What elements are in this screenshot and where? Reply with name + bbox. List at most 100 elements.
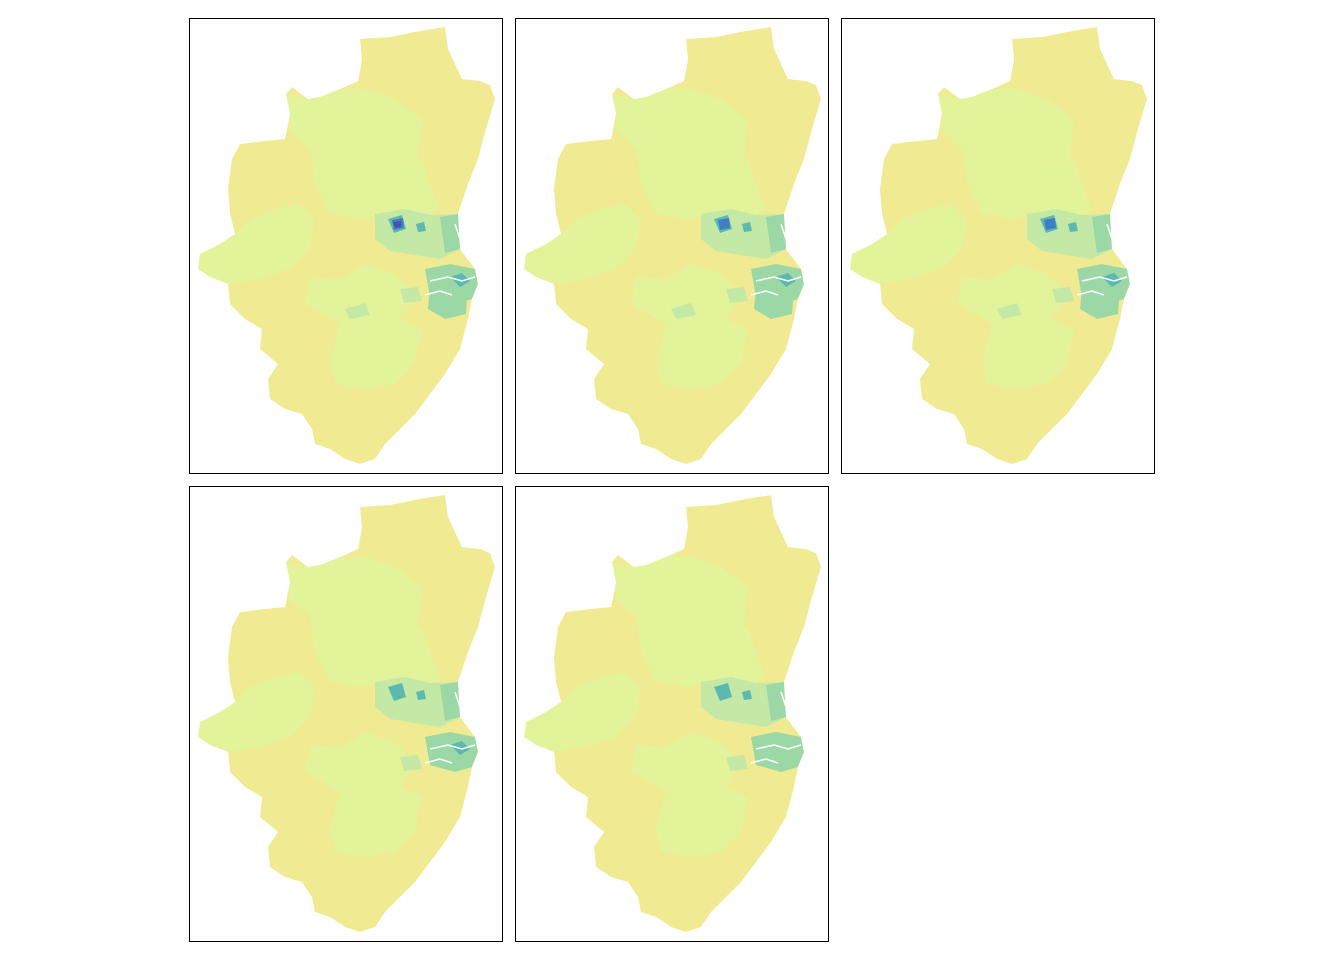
map-region bbox=[748, 553, 821, 682]
map-regions bbox=[198, 495, 495, 932]
map-region bbox=[850, 204, 967, 284]
map-region bbox=[268, 379, 400, 464]
map-region bbox=[721, 287, 798, 429]
map-river bbox=[780, 691, 787, 708]
map-urban-region bbox=[718, 218, 730, 230]
map-region bbox=[260, 772, 340, 857]
map-svg bbox=[198, 27, 495, 464]
map-region bbox=[230, 737, 310, 797]
map-region bbox=[912, 304, 992, 389]
map-region bbox=[612, 89, 748, 169]
map-region bbox=[938, 89, 1074, 169]
map-region bbox=[310, 617, 440, 687]
map-urban-region bbox=[742, 690, 752, 700]
map-region bbox=[556, 737, 636, 797]
map-urban-region bbox=[1044, 218, 1056, 230]
map-region bbox=[957, 264, 1067, 329]
map-region bbox=[882, 269, 962, 329]
map-region bbox=[1047, 287, 1124, 429]
map-region bbox=[330, 787, 422, 857]
map-region bbox=[748, 85, 821, 214]
map-region bbox=[631, 732, 741, 797]
map-river bbox=[1076, 290, 1105, 296]
map-river bbox=[1106, 223, 1113, 240]
map-urban-region bbox=[726, 755, 748, 771]
map-region bbox=[721, 755, 798, 897]
map-urban-region bbox=[742, 222, 752, 232]
map-region bbox=[920, 379, 1052, 464]
map-region bbox=[631, 264, 741, 329]
map-panel-1 bbox=[189, 18, 503, 474]
map-svg bbox=[524, 27, 821, 464]
map-region bbox=[656, 319, 748, 389]
map-svg bbox=[850, 27, 1147, 464]
map-urban-region bbox=[400, 755, 422, 771]
map-region bbox=[310, 149, 440, 219]
map-region bbox=[290, 204, 375, 279]
map-region bbox=[228, 599, 315, 687]
map-river bbox=[750, 290, 779, 296]
map-river bbox=[454, 223, 461, 240]
map-region bbox=[290, 672, 375, 747]
map-region bbox=[305, 732, 415, 797]
map-region bbox=[395, 287, 472, 429]
map-region bbox=[942, 204, 1027, 279]
map-panel-2 bbox=[515, 18, 829, 474]
map-urban-region bbox=[766, 682, 786, 721]
map-region bbox=[612, 557, 748, 637]
map-region bbox=[880, 131, 967, 219]
map-urban-region bbox=[400, 287, 422, 303]
map-region bbox=[268, 847, 400, 932]
map-regions bbox=[524, 495, 821, 932]
map-region bbox=[524, 204, 641, 284]
map-urban-region bbox=[388, 683, 406, 701]
map-region bbox=[554, 131, 641, 219]
map-region bbox=[686, 27, 788, 119]
map-region bbox=[554, 599, 641, 687]
map-urban-region bbox=[393, 221, 401, 228]
map-regions bbox=[850, 27, 1147, 464]
map-river bbox=[454, 691, 461, 708]
map-urban-region bbox=[428, 287, 468, 319]
map-region bbox=[1074, 85, 1147, 214]
map-region bbox=[360, 27, 462, 119]
map-river bbox=[429, 276, 476, 282]
map-regions bbox=[198, 27, 495, 464]
map-river bbox=[1081, 276, 1128, 282]
map-river bbox=[424, 290, 453, 296]
map-region bbox=[594, 379, 726, 464]
map-svg bbox=[524, 495, 821, 932]
map-region bbox=[305, 264, 415, 329]
map-region bbox=[962, 149, 1092, 219]
map-region bbox=[286, 557, 422, 637]
map-region bbox=[198, 204, 315, 284]
map-river bbox=[755, 744, 802, 750]
map-river bbox=[750, 758, 779, 764]
map-panel-3 bbox=[841, 18, 1155, 474]
map-region bbox=[586, 772, 666, 857]
map-region bbox=[982, 319, 1074, 389]
map-river bbox=[755, 276, 802, 282]
map-region bbox=[422, 85, 495, 214]
map-urban-region bbox=[1092, 214, 1112, 253]
map-urban-region bbox=[425, 732, 478, 772]
map-urban-region bbox=[1068, 222, 1078, 232]
map-urban-region bbox=[416, 222, 426, 232]
map-urban-region bbox=[766, 214, 786, 253]
map-region bbox=[230, 269, 310, 329]
map-region bbox=[616, 672, 701, 747]
map-region bbox=[395, 755, 472, 897]
map-urban-region bbox=[726, 287, 748, 303]
map-river bbox=[424, 758, 453, 764]
map-urban-region bbox=[345, 303, 370, 319]
map-urban-region bbox=[1080, 287, 1120, 319]
map-river bbox=[780, 223, 787, 240]
map-urban-region bbox=[671, 303, 696, 319]
map-region bbox=[686, 495, 788, 587]
map-urban-region bbox=[440, 682, 460, 721]
map-panel-5 bbox=[515, 486, 829, 942]
map-panel-4 bbox=[189, 486, 503, 942]
map-region bbox=[616, 204, 701, 279]
map-urban-region bbox=[714, 683, 732, 701]
map-region bbox=[1012, 27, 1114, 119]
